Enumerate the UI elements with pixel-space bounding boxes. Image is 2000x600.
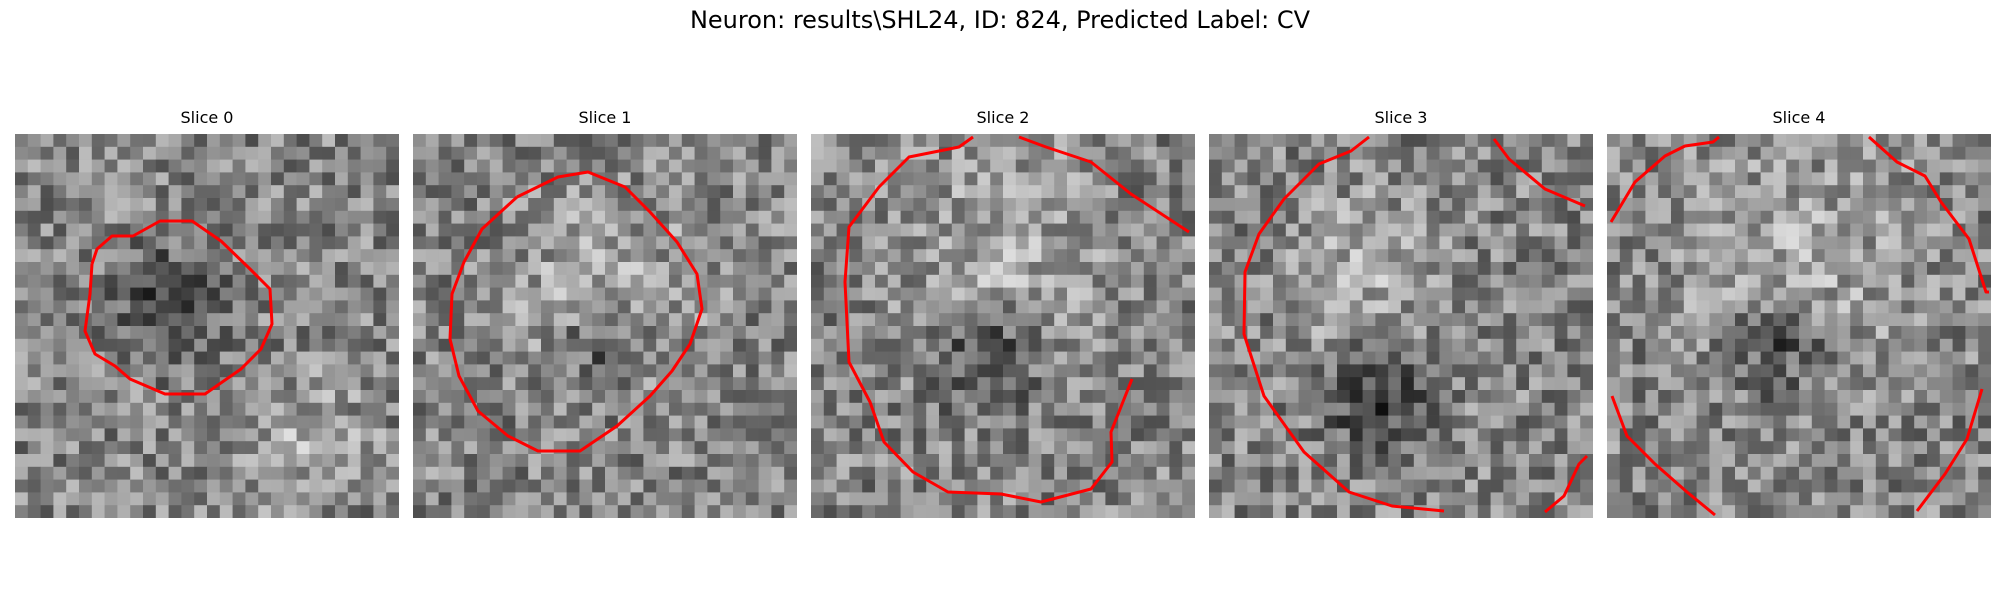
cell-outline-2 — [843, 135, 1134, 504]
slice-panel-3: Slice 3 — [1209, 106, 1593, 546]
slice-panel-2: Slice 2 — [811, 106, 1195, 546]
slice-image-2 — [811, 134, 1195, 518]
slice-title-4: Slice 4 — [1772, 108, 1826, 127]
slice-pixels-0 — [15, 134, 399, 518]
slice-panel-4: Slice 4 — [1607, 106, 1991, 546]
slice-pixels-3 — [1209, 134, 1593, 518]
slice-pixels-4 — [1607, 134, 1991, 518]
slice-image-4 — [1607, 134, 1991, 518]
slice-image-1 — [413, 134, 797, 518]
slice-panel-1: Slice 1 — [413, 106, 797, 546]
slice-title-3: Slice 3 — [1374, 108, 1428, 127]
slice-title-1: Slice 1 — [578, 108, 632, 127]
cell-outline-3 — [1242, 135, 1445, 513]
cell-outline-4d — [1915, 388, 1984, 512]
figure-title: Neuron: results\SHL24, ID: 824, Predicte… — [689, 6, 1311, 34]
cell-outline-0 — [83, 219, 274, 396]
cell-outline-4 — [1609, 135, 1720, 223]
cell-outline-3b — [1492, 138, 1586, 208]
cell-outline-3c — [1544, 454, 1589, 514]
slice-panel-0: Slice 0 — [15, 106, 399, 546]
slice-image-3 — [1209, 134, 1593, 518]
slice-title-0: Slice 0 — [180, 108, 234, 127]
slice-pixels-1 — [413, 134, 797, 518]
cell-outline-4c — [1610, 395, 1716, 517]
cell-outline-2b — [1018, 135, 1190, 234]
slice-pixels-2 — [811, 134, 1195, 518]
cell-outline-4b — [1868, 135, 1989, 294]
cell-outline-1 — [448, 170, 704, 453]
slice-image-0 — [15, 134, 399, 518]
slice-title-2: Slice 2 — [976, 108, 1030, 127]
